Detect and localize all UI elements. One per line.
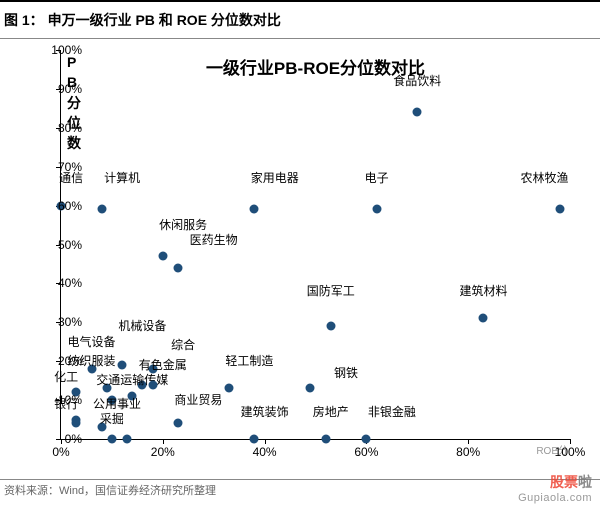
data-point <box>479 314 488 323</box>
data-point <box>250 435 259 444</box>
data-point-label: 钢铁 <box>334 364 358 381</box>
scatter-chart: 一级行业PB-ROE分位数对比 PB分位数 ROE分 0%20%40%60%80… <box>60 50 570 440</box>
data-point <box>250 205 259 214</box>
y-tick-label: 50% <box>58 238 82 252</box>
data-point-label: 家用电器 <box>251 169 299 186</box>
data-point-label: 建筑装饰 <box>241 403 289 420</box>
data-point-label: 国防军工 <box>307 282 355 299</box>
data-point-label: 电子 <box>365 169 389 186</box>
figure-header: 图 1： 申万一级行业 PB 和 ROE 分位数对比 <box>0 0 600 38</box>
data-point-label: 有色金属 <box>139 356 187 373</box>
data-point-label: 交通运输传媒 <box>96 371 168 388</box>
data-point <box>555 205 564 214</box>
data-point-label: 采掘 <box>100 410 124 427</box>
data-point-label: 非银金融 <box>368 403 416 420</box>
data-point <box>306 384 315 393</box>
x-tick-mark <box>468 439 469 444</box>
data-point-label: 轻工制造 <box>225 352 273 369</box>
data-point-label: 农林牧渔 <box>521 169 569 186</box>
data-point <box>107 435 116 444</box>
x-tick-label: 80% <box>456 445 480 459</box>
y-tick-label: 30% <box>58 315 82 329</box>
data-point <box>72 415 81 424</box>
data-point <box>413 108 422 117</box>
x-tick-label: 40% <box>253 445 277 459</box>
data-point-label: 商业贸易 <box>174 391 222 408</box>
x-tick-label: 100% <box>555 445 586 459</box>
data-point-label: 化工 <box>54 368 78 385</box>
watermark-brand: 股票啦 <box>518 472 592 492</box>
x-tick-mark <box>61 439 62 444</box>
data-point <box>174 263 183 272</box>
data-point <box>97 205 106 214</box>
y-tick-label: 60% <box>58 199 82 213</box>
header-separator <box>0 38 600 39</box>
x-tick-mark <box>570 439 571 444</box>
data-point <box>158 252 167 261</box>
figure-label: 图 1： <box>4 12 44 28</box>
data-point-label: 公用事业 <box>93 395 141 412</box>
source-footer: 资料来源：Wind，国信证券经济研究所整理 <box>4 482 216 498</box>
data-point <box>372 205 381 214</box>
watermark-url: Gupiaola.com <box>518 492 592 504</box>
data-point-label: 综合 <box>171 336 195 353</box>
data-point <box>123 435 132 444</box>
watermark: 股票啦 Gupiaola.com <box>518 472 592 504</box>
y-tick-label: 0% <box>65 432 82 446</box>
data-point-label: 医药生物 <box>190 231 238 248</box>
chart-title: 一级行业PB-ROE分位数对比 <box>206 54 425 79</box>
data-point <box>174 419 183 428</box>
y-tick-label: 10% <box>58 393 82 407</box>
y-tick-label: 100% <box>51 43 82 57</box>
data-point-label: 房地产 <box>313 403 349 420</box>
data-point-label: 机械设备 <box>118 317 166 334</box>
figure-title: 申万一级行业 PB 和 ROE 分位数对比 <box>48 12 281 28</box>
y-tick-label: 40% <box>58 276 82 290</box>
footer-separator <box>0 479 600 480</box>
y-tick-label: 70% <box>58 160 82 174</box>
data-point-label: 电气设备 <box>68 333 116 350</box>
data-point <box>321 435 330 444</box>
x-tick-label: 20% <box>151 445 175 459</box>
data-point <box>118 361 127 370</box>
x-tick-mark <box>265 439 266 444</box>
x-tick-label: 0% <box>52 445 69 459</box>
data-point <box>148 380 157 389</box>
data-point-label: 休闲服务 <box>159 216 207 233</box>
data-point <box>224 384 233 393</box>
data-point-label: 计算机 <box>104 169 140 186</box>
y-tick-label: 20% <box>58 354 82 368</box>
y-axis-label: PB分位数 <box>67 52 81 153</box>
x-tick-mark <box>163 439 164 444</box>
data-point <box>362 435 371 444</box>
data-point-label: 建筑材料 <box>459 282 507 299</box>
y-tick-label: 90% <box>58 82 82 96</box>
data-point-label: 食品饮料 <box>393 72 441 89</box>
x-tick-label: 60% <box>354 445 378 459</box>
data-point <box>326 322 335 331</box>
y-tick-label: 80% <box>58 121 82 135</box>
